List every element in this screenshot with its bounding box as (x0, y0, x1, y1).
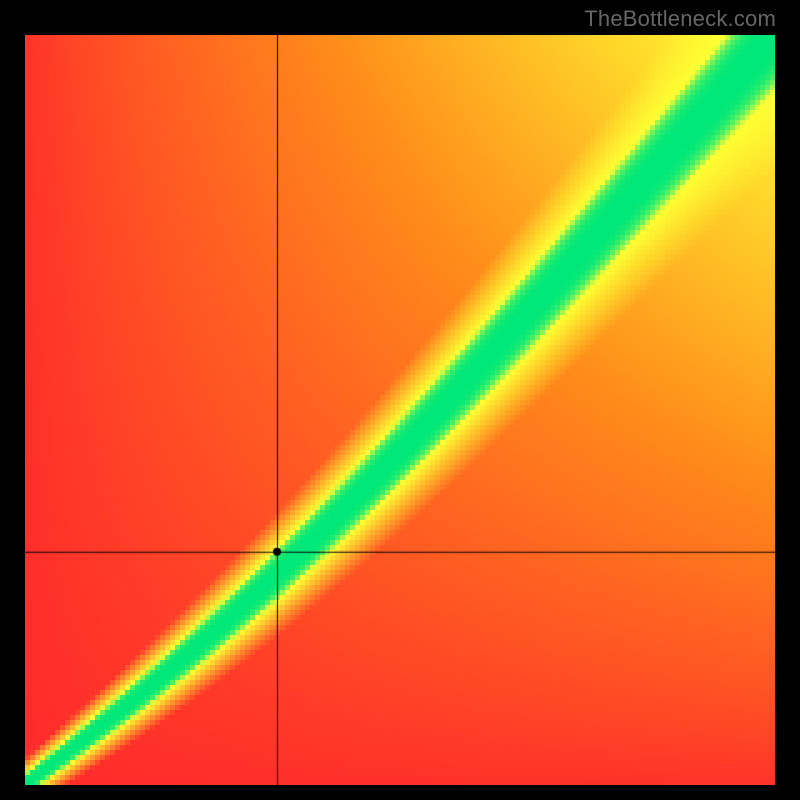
source-watermark: TheBottleneck.com (584, 6, 776, 32)
bottleneck-heatmap (25, 35, 775, 785)
chart-container: TheBottleneck.com (0, 0, 800, 800)
